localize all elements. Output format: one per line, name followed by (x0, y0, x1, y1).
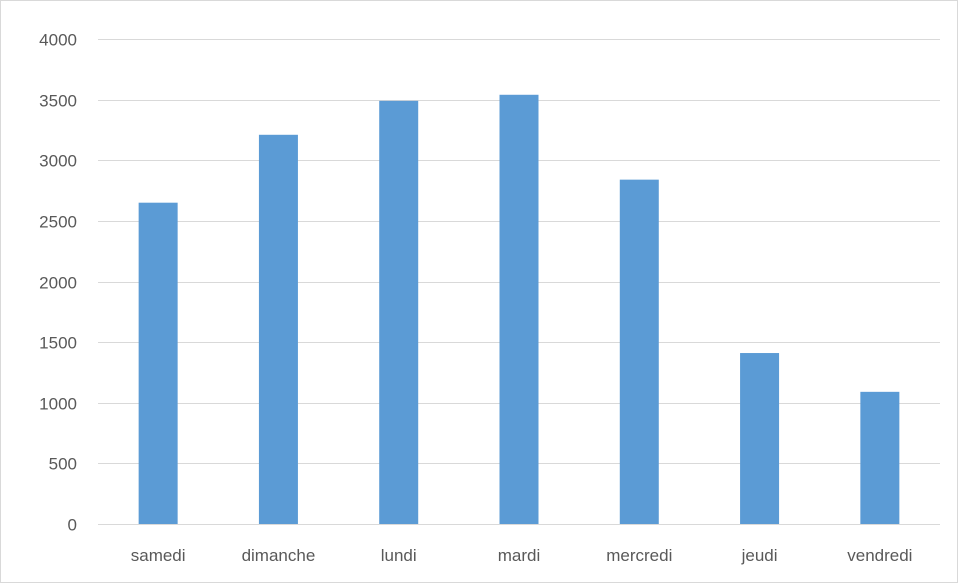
y-tick-label: 3500 (39, 92, 77, 111)
y-tick-label: 2000 (39, 274, 77, 293)
x-tick-label-jeudi: jeudi (741, 546, 778, 565)
bar-jeudi (740, 353, 780, 524)
bars (138, 94, 900, 525)
y-tick-label: 3000 (39, 152, 77, 171)
bar-mardi (499, 94, 539, 525)
x-tick-label-samedi: samedi (131, 546, 186, 565)
y-axis-tick-labels: 0 500 1000 1500 2000 2500 3000 3500 4000 (39, 31, 77, 535)
y-tick-label: 2500 (39, 213, 77, 232)
x-tick-label-dimanche: dimanche (242, 546, 316, 565)
x-tick-label-mercredi: mercredi (606, 546, 672, 565)
y-tick-label: 1500 (39, 334, 77, 353)
y-tick-label: 0 (68, 516, 77, 535)
bar-vendredi (860, 391, 900, 524)
y-tick-label: 4000 (39, 31, 77, 50)
y-tick-label: 1000 (39, 395, 77, 414)
x-axis-tick-labels: samedi dimanche lundi mardi mercredi jeudi ven… (131, 546, 913, 565)
bar-dimanche (258, 134, 298, 524)
bar-mercredi (619, 179, 659, 524)
y-tick-label: 500 (49, 455, 77, 474)
x-tick-label-vendredi: vendredi (847, 546, 912, 565)
x-tick-label-lundi: lundi (381, 546, 417, 565)
x-tick-label-mardi: mardi (498, 546, 541, 565)
bar-samedi (138, 202, 178, 524)
bar-lundi (379, 100, 419, 525)
